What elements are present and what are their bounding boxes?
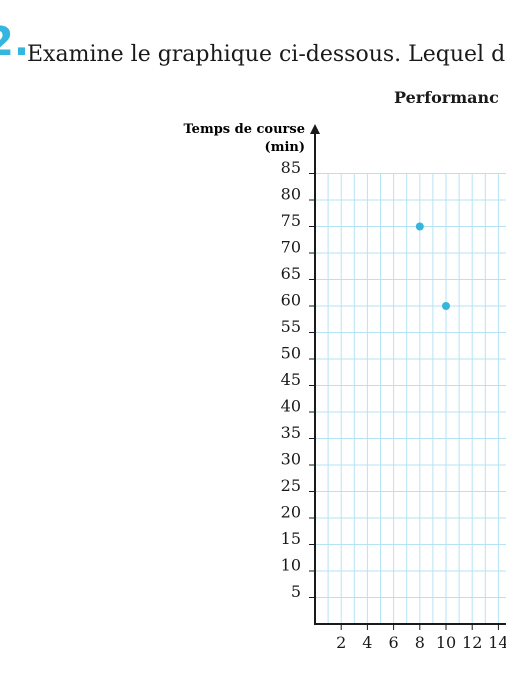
- y-tick-label: 10: [281, 556, 301, 575]
- question-text: Examine le graphique ci-dessous. Lequel …: [27, 42, 506, 67]
- grid: [315, 173, 506, 624]
- x-tick-label: 6: [389, 633, 399, 652]
- y-tick-label: 75: [281, 211, 301, 230]
- y-tick-label: 45: [281, 370, 301, 389]
- x-tick-label: 10: [436, 633, 456, 652]
- y-tick-label: 15: [281, 529, 301, 548]
- data-point: [415, 222, 424, 231]
- x-tick-label: 8: [415, 633, 425, 652]
- y-tick-label: 65: [281, 264, 301, 283]
- y-tick-label: 20: [281, 503, 301, 522]
- data-points: [415, 222, 450, 310]
- y-tick-label: 55: [281, 317, 301, 336]
- y-tick-label: 35: [281, 423, 301, 442]
- y-tick-label: 70: [281, 238, 301, 257]
- y-tick-label: 25: [281, 476, 301, 495]
- y-tick-label: 30: [281, 450, 301, 469]
- y-axis-arrow: [310, 124, 320, 134]
- y-tick-label: 5: [291, 582, 301, 601]
- x-tick-label: 14: [488, 633, 506, 652]
- chart-title: Performanc: [394, 88, 499, 107]
- y-tick-label: 80: [281, 185, 301, 204]
- x-tick-label: 2: [336, 633, 346, 652]
- data-point: [442, 302, 450, 310]
- y-axis-label: Temps de course: [183, 122, 305, 137]
- question-number: 2.: [0, 19, 30, 65]
- tick-labels: 5 10 15 20 25 30 35 40 45 50 55 60 65 70 75 80 85 2 4 6 8 10 1…: [281, 158, 506, 652]
- y-tick-label: 85: [281, 158, 301, 177]
- y-tick-label: 50: [281, 344, 301, 363]
- y-axis-label-unit: (min): [265, 140, 305, 155]
- y-tick-label: 40: [281, 397, 301, 416]
- axes: [309, 124, 506, 630]
- x-tick-label: 4: [362, 633, 372, 652]
- y-tick-label: 60: [281, 291, 301, 310]
- x-tick-label: 12: [462, 633, 482, 652]
